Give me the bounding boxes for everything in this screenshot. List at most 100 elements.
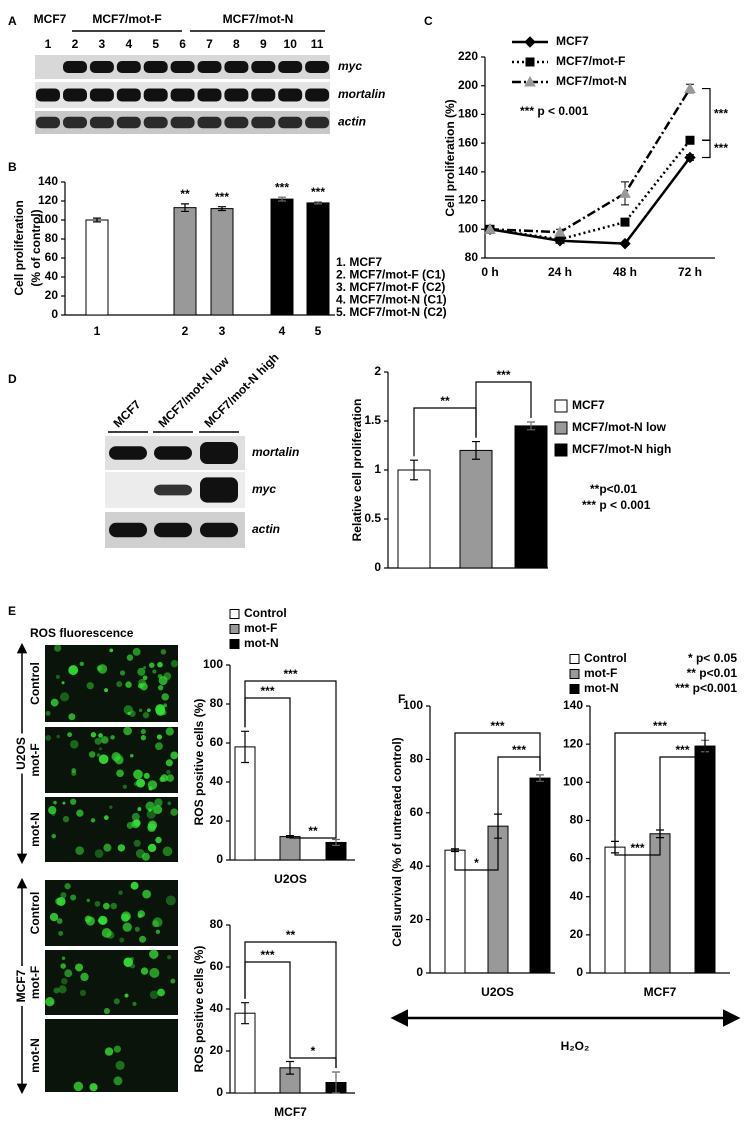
cell-line-label: MCF7 [14,969,28,1002]
lane-number: 3 [99,37,106,51]
error-bar [181,203,189,213]
marker [620,217,630,227]
marker [554,226,566,237]
significance-bracket [659,736,706,826]
lane-number: 5 [152,37,159,51]
cell-spot [73,1081,84,1092]
bar [604,846,626,974]
cell-spot [152,669,157,674]
cell-spot [104,1047,114,1056]
cell-spot [122,922,132,932]
cell-spot [147,823,156,832]
cell-spot [157,673,163,679]
label-bg [13,966,31,1006]
cell-spot [134,926,140,932]
lane-number: 4 [125,37,132,51]
cell-spot [162,846,173,857]
y-tick-label: 20 [210,813,224,827]
cell-spot [160,649,167,655]
blot-band [154,484,192,496]
stat-note: **p<0.01 [590,482,637,496]
bar [234,746,256,861]
cell-spot [119,670,126,676]
legend-swatch [569,684,580,694]
bar [529,777,551,974]
legend-label: MCF7/mot-F [556,54,625,68]
cell-spot [94,737,102,745]
y-tick-label: 40 [410,858,424,872]
cell-spot [60,963,66,969]
cell-spot [50,698,59,707]
lane-number: 8 [233,37,240,51]
cell-spot [94,900,101,907]
cell-spot [62,815,70,823]
cell-spot [85,916,95,926]
y-tick-label: 20 [410,912,424,926]
y-tick-label: 1.5 [364,413,381,427]
cell-spot [45,996,55,1007]
label-bg [13,733,31,774]
significance-label: * [311,1044,316,1058]
marker [524,75,536,87]
cell-spot [145,801,155,811]
cell-spot [155,929,161,935]
cell-spot [129,710,136,717]
blot-band [143,116,168,129]
x-tick-label: 2 [182,324,189,338]
lane-number: 9 [260,37,267,51]
cell-spot [113,1045,122,1053]
cell-spot [132,647,141,656]
cell-spot [68,713,76,721]
error-bar [536,774,544,782]
legend-label: Control [584,651,627,665]
blot-band [200,441,238,465]
band-label: mortalin [338,87,385,101]
cell-spot [45,710,51,716]
x-axis-label: U2OS [481,985,514,999]
significance-bracket [702,139,711,159]
stat-note: *** p<0.001 [675,681,737,695]
cell-spot [55,897,63,906]
significance-bracket [244,680,337,836]
cell-spot [155,742,163,751]
x-tick-label: 1 [94,324,101,338]
significance-label: *** [496,368,510,382]
significance-label: *** [275,180,289,194]
cell-spot [76,809,84,817]
cell-spot [163,672,172,681]
cell-spot [53,644,62,652]
x-tick-label: 0 h [481,265,498,279]
significance-bracket [289,831,337,839]
cell-spot [138,708,143,713]
legend-swatch [569,669,580,679]
legend-marker [525,57,535,67]
cell-spot [49,912,59,922]
cell-spot [130,881,139,890]
group-label: MCF7/mot-F [92,12,161,26]
blot-band [278,116,303,129]
marker [619,187,631,198]
cell-spot [98,915,108,926]
fluorescence-image [45,1019,178,1092]
cell-spot [149,949,159,959]
blot-band [89,61,114,73]
significance-label: *** [630,841,644,855]
legend-marker [524,36,536,48]
bar [173,207,197,316]
cell-spot [124,993,129,998]
x-axis-label: MCF7 [644,985,677,999]
lane-number: 11 [311,37,324,51]
error-bar [527,421,535,431]
cell-spot [149,990,159,1000]
blot-band [116,116,141,129]
x-tick-label: 48 h [613,265,637,279]
blot-band [89,88,114,102]
y-tick-label: 140 [458,164,478,178]
error-bar [332,838,340,846]
cell-spot [102,902,110,910]
cell-spot [125,681,132,688]
panel-label: A [8,14,17,28]
legend-swatch [569,654,580,664]
error-bar [278,196,286,202]
significance-label: ** [308,824,318,838]
